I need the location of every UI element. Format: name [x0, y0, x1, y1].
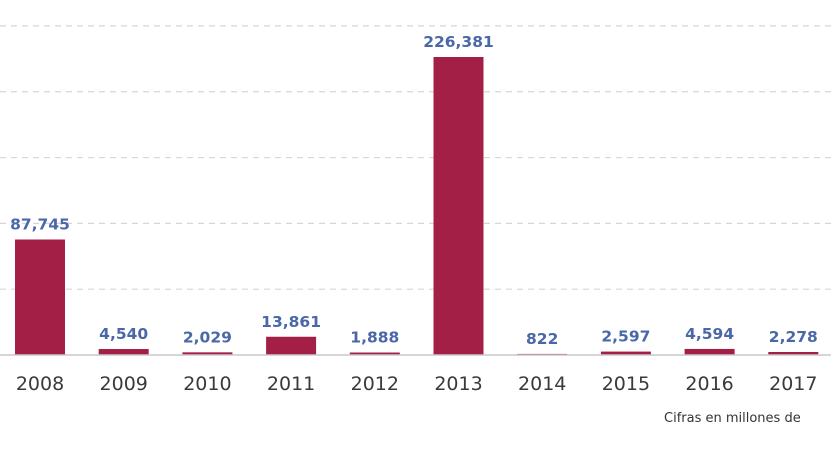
value-label-2013: 226,381: [423, 33, 494, 51]
value-label-2010: 2,029: [183, 328, 232, 346]
gridlines: [0, 25, 831, 290]
x-tick-label-2013: 2013: [434, 373, 482, 395]
value-labels: 87,745 4,540 2,029 13,861 1,888 226,381 822 2,5…: [10, 33, 818, 348]
value-label-2012: 1,888: [350, 329, 399, 347]
value-label-2016: 4,594: [685, 325, 734, 343]
x-tick-label-2016: 2016: [685, 373, 733, 395]
bar-2009: [98, 349, 149, 355]
units-footnote: Cifras en millones de: [664, 411, 801, 426]
bar-2017: [768, 352, 819, 355]
value-label-2014: 822: [526, 330, 558, 348]
bars: [15, 57, 819, 355]
value-label-2017: 2,278: [769, 328, 818, 346]
x-tick-label-2015: 2015: [602, 373, 650, 395]
x-axis-tick-labels: 2008 2009 2010 2011 2012 2013 2014 2015 2016 2017: [16, 373, 818, 395]
x-tick-label-2011: 2011: [267, 373, 315, 395]
bar-2013: [433, 57, 484, 355]
x-tick-label-2012: 2012: [351, 373, 399, 395]
bar-2008: [15, 239, 65, 355]
value-label-2015: 2,597: [601, 328, 650, 346]
x-tick-label-2008: 2008: [16, 373, 64, 395]
value-label-2011: 13,861: [261, 313, 321, 331]
x-tick-label-2014: 2014: [518, 373, 566, 395]
x-tick-label-2017: 2017: [769, 373, 817, 395]
bar-2012: [349, 352, 400, 355]
bar-2015: [600, 351, 651, 355]
x-tick-label-2010: 2010: [183, 373, 231, 395]
bar-2011: [266, 336, 317, 355]
bar-2010: [182, 352, 233, 355]
x-tick-label-2009: 2009: [100, 373, 148, 395]
value-label-2008: 87,745: [10, 215, 70, 233]
bar-2016: [684, 348, 735, 355]
value-label-2009: 4,540: [99, 325, 148, 343]
